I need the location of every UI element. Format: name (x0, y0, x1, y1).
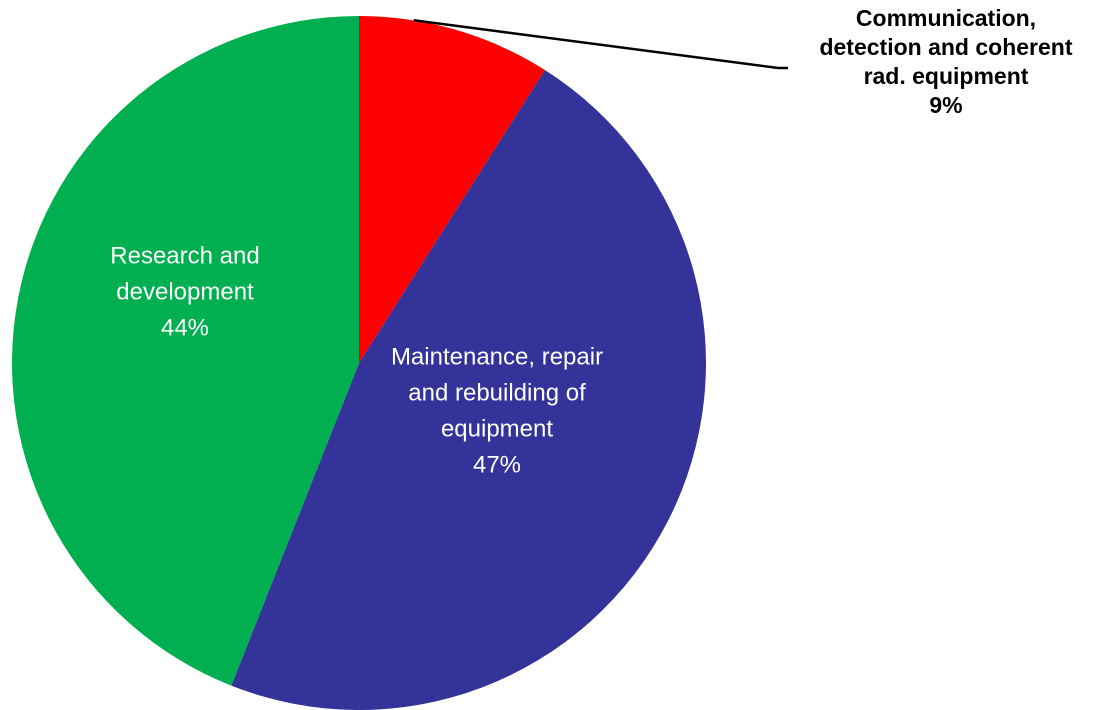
slice-percent-label: 44% (161, 314, 209, 341)
slice-name-label: and rebuilding of (408, 379, 586, 406)
slice-name-label: Communication, (856, 5, 1036, 31)
slice-name-label: Maintenance, repair (391, 343, 603, 370)
slice-name-label: detection and coherent (819, 34, 1072, 60)
slice-percent-label: 47% (473, 451, 521, 478)
pie-slice-2 (231, 70, 706, 710)
pie-slice-3 (12, 16, 360, 686)
slice-name-label: equipment (441, 415, 553, 442)
slice-name-label: development (116, 278, 254, 305)
leader-line (413, 19, 788, 70)
slice-name-label: rad. equipment (864, 63, 1029, 89)
pie-slices (12, 16, 706, 710)
pie-labels: Communication, detection and coherent rad.… (110, 5, 1073, 478)
slice-percent-label: 9% (929, 92, 962, 118)
slice-name-label: Research and (110, 242, 259, 269)
pie-slice-1 (359, 16, 545, 363)
